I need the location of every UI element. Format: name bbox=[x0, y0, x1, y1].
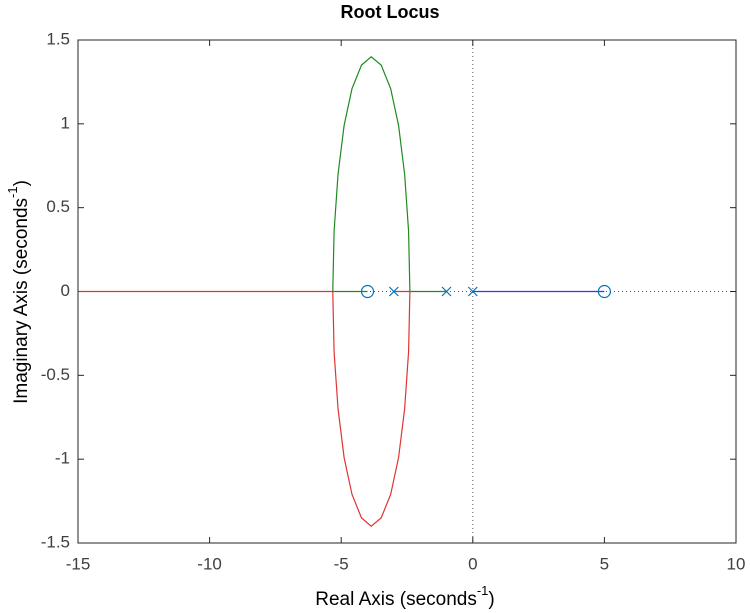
y-tick-label: 0.5 bbox=[46, 197, 70, 216]
y-tick-label: 0 bbox=[61, 281, 70, 300]
y-tick-label: 1.5 bbox=[46, 29, 70, 48]
x-axis-label: Real Axis (seconds-1) bbox=[315, 583, 494, 610]
locus-branch bbox=[332, 55, 447, 293]
y-label-main: Imaginary Axis (seconds bbox=[11, 198, 32, 404]
pole-marker bbox=[441, 286, 452, 297]
y-axis-label: Imaginary Axis (seconds-1) bbox=[5, 180, 32, 404]
y-label-sup: -1 bbox=[5, 186, 20, 198]
pole-marker bbox=[388, 286, 399, 297]
x-tick-label: 10 bbox=[727, 554, 746, 573]
y-tick-label: -1 bbox=[55, 449, 70, 468]
locus-branch bbox=[78, 290, 411, 528]
x-label-main: Real Axis (seconds bbox=[315, 589, 477, 610]
plot-frame bbox=[77, 39, 737, 544]
chart-title: Root Locus bbox=[341, 2, 440, 22]
zero-marker bbox=[360, 284, 375, 299]
y-tick-label: 1 bbox=[61, 113, 70, 132]
x-tick-label: 5 bbox=[600, 554, 609, 573]
y-label-close: ) bbox=[11, 180, 32, 186]
y-tick-label: -1.5 bbox=[41, 532, 70, 551]
pole-marker bbox=[467, 286, 478, 297]
x-label-sup: -1 bbox=[477, 583, 489, 598]
y-tick-label: -0.5 bbox=[41, 365, 70, 384]
x-tick-label: -10 bbox=[197, 554, 222, 573]
x-label-close: ) bbox=[488, 589, 494, 610]
x-tick-label: -15 bbox=[66, 554, 91, 573]
x-tick-label: 0 bbox=[468, 554, 477, 573]
zero-marker bbox=[597, 284, 612, 299]
x-tick-label: -5 bbox=[334, 554, 349, 573]
